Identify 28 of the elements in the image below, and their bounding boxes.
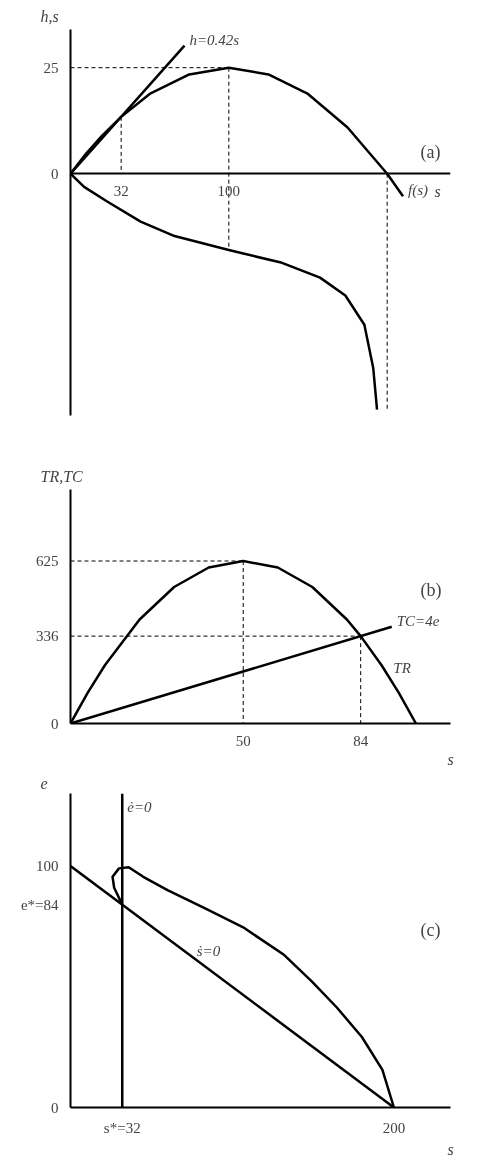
annotation: f(s)	[408, 182, 428, 200]
x-tick-label: 200	[382, 1119, 406, 1136]
x-tick-label: 50	[235, 732, 251, 749]
x-axis-title: s	[447, 750, 454, 768]
y-tick-label: 0	[51, 715, 59, 732]
y-tick-label: 100	[36, 857, 59, 874]
y-tick-label: e*=84	[20, 896, 59, 913]
annotation: TC=4e	[396, 612, 440, 629]
text: (b)	[420, 579, 442, 601]
x-tick-label: s*=32	[103, 1119, 141, 1136]
x-axis-title: s	[434, 182, 441, 200]
annotation: h=0.42s	[189, 31, 240, 48]
y-tick-label: 0	[51, 165, 59, 182]
y-tick-label: 25	[43, 59, 59, 76]
x-axis-title: s	[447, 1140, 454, 1158]
x-tick-label: 32	[113, 182, 129, 199]
annotation: ė=0	[127, 798, 153, 815]
y-tick-label: 625	[36, 553, 59, 569]
text: (c)	[420, 919, 441, 941]
y-tick-label: 336	[36, 628, 59, 645]
y-tick-label: 0	[51, 1099, 59, 1116]
y-axis-title: h,s	[40, 7, 59, 25]
y-axis-title: TR,TC	[40, 467, 84, 485]
x-tick-label: 84	[353, 732, 369, 749]
y-axis-title: e	[40, 774, 48, 792]
text: (a)	[420, 141, 441, 163]
annotation: TR	[393, 660, 411, 677]
annotation: ṡ=0	[196, 942, 221, 959]
